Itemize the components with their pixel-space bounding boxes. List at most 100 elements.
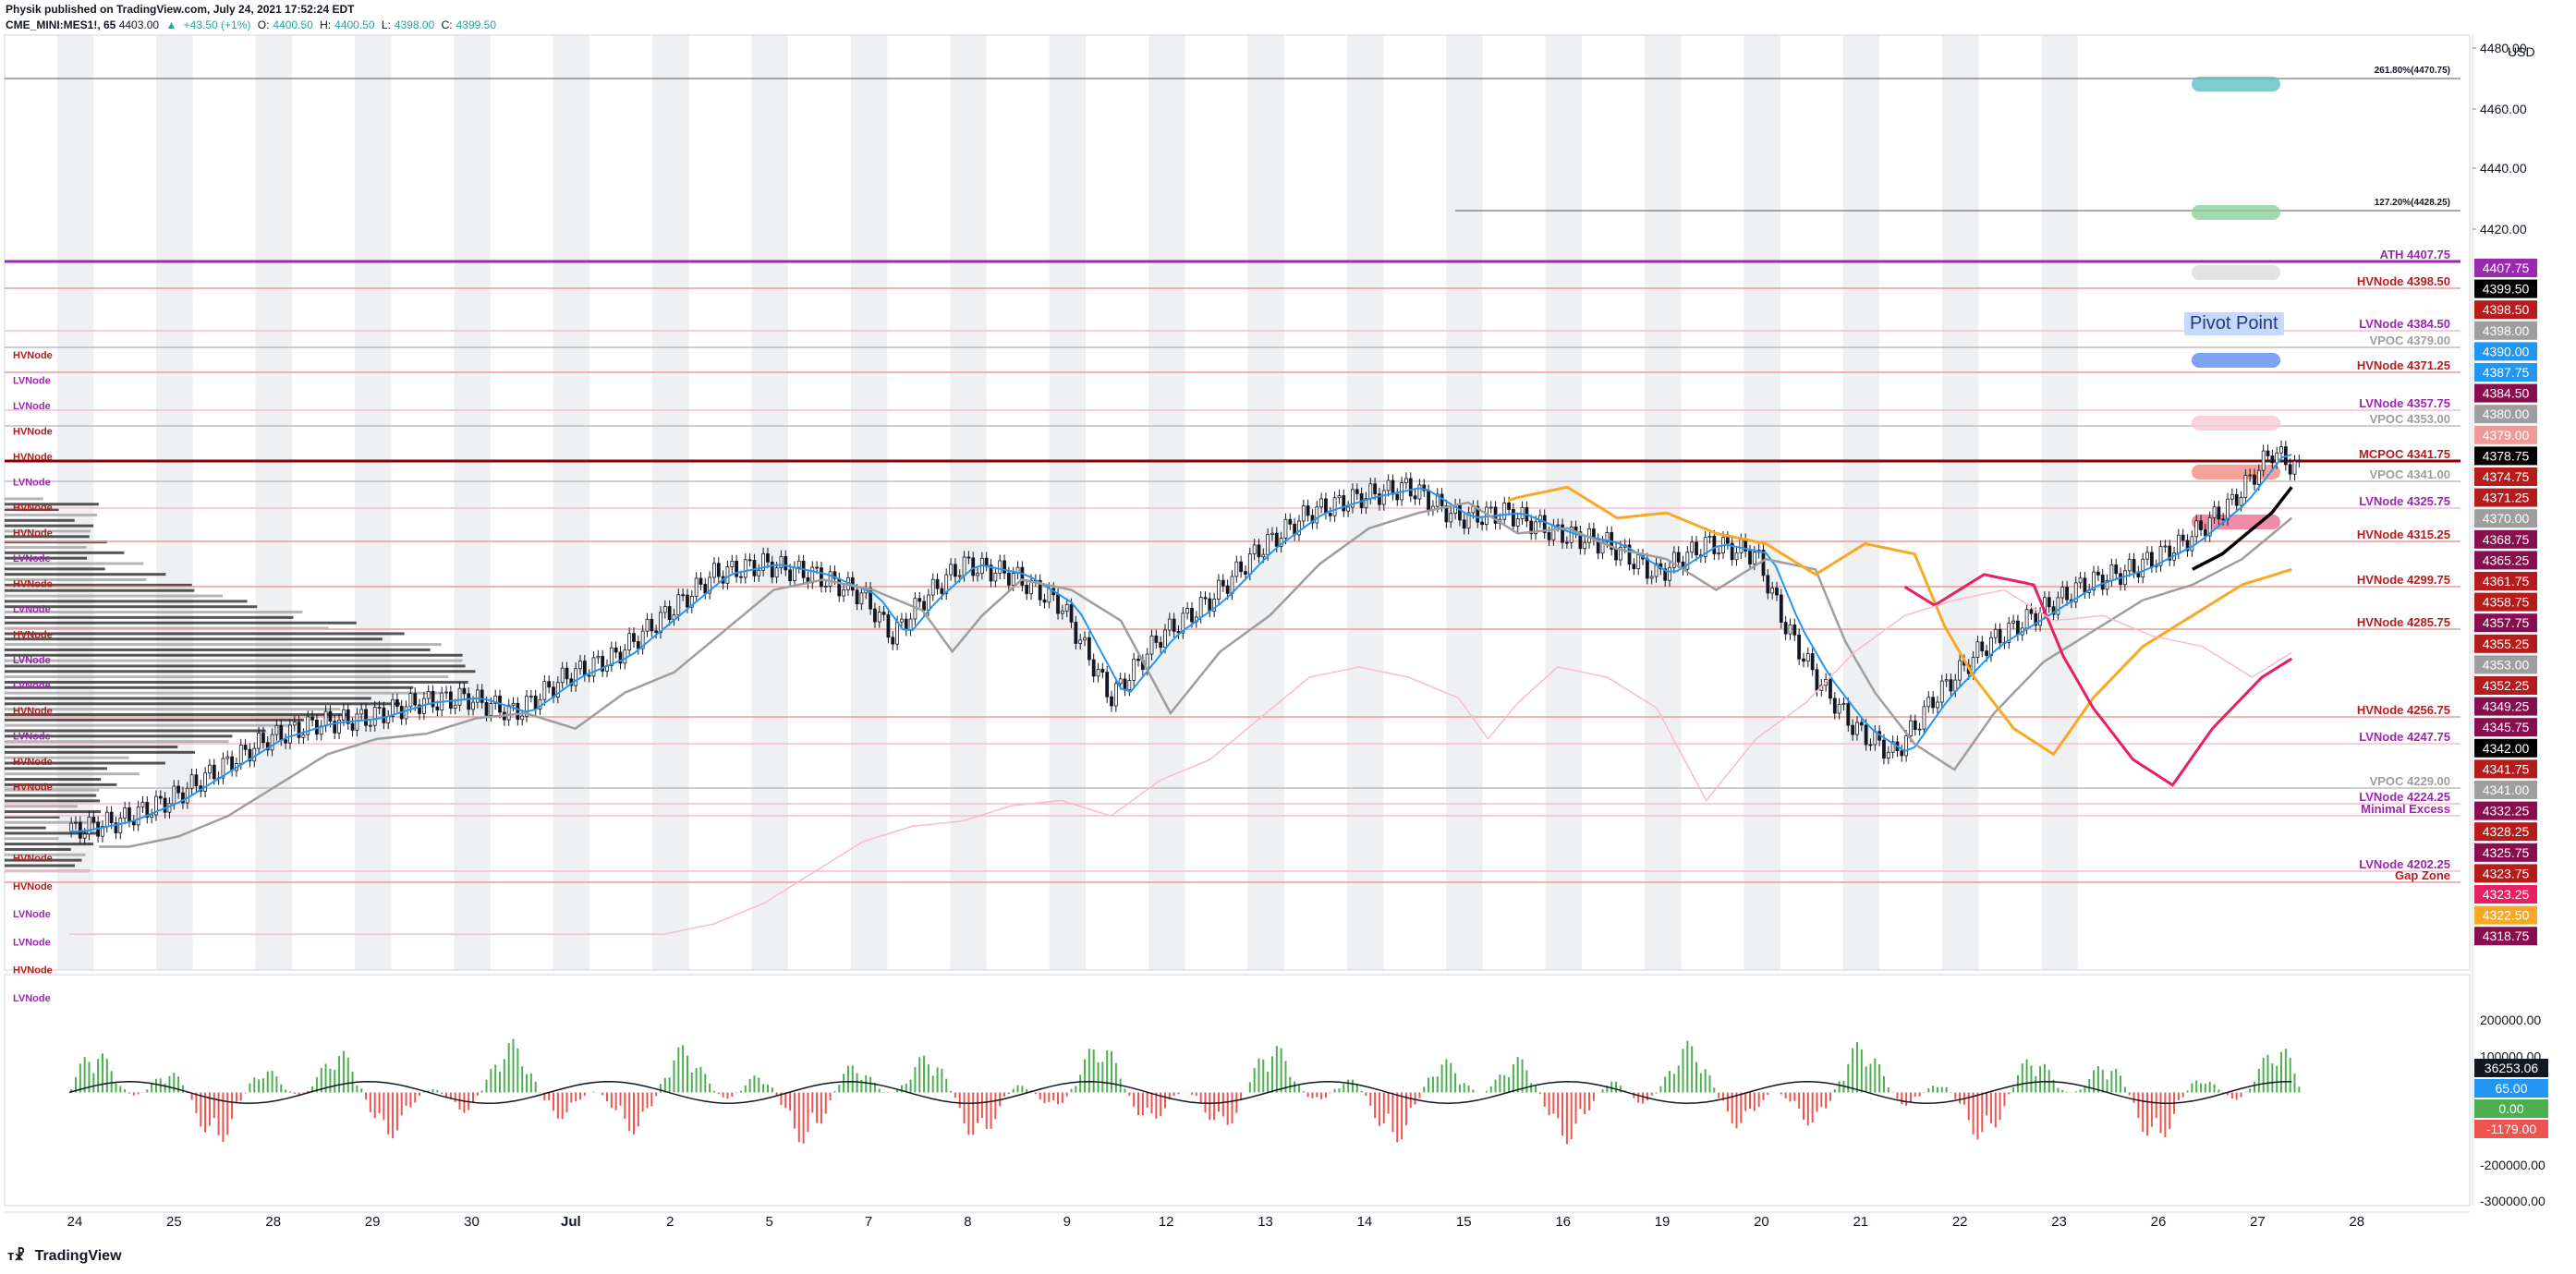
- session-band: [1644, 35, 1682, 970]
- candle-body: [1551, 525, 1556, 540]
- price-axis-tag: [2474, 342, 2537, 361]
- candle-body: [1444, 505, 1449, 523]
- price-axis-tag-label: 4328.25: [2483, 824, 2530, 839]
- indicator-value-tag: [2474, 1059, 2548, 1077]
- session-band: [1247, 35, 1284, 970]
- candle-body: [1011, 573, 1015, 586]
- x-axis-label: 14: [1357, 1214, 1373, 1230]
- candle-body: [2065, 587, 2069, 601]
- node-label: HVNode: [13, 630, 53, 641]
- candle-body: [1627, 544, 1632, 565]
- candle-body: [1378, 493, 1381, 505]
- candle-body: [1163, 629, 1167, 649]
- candle-body: [1815, 669, 1819, 691]
- candle-body: [2203, 529, 2207, 537]
- candle-body: [2127, 559, 2132, 572]
- candle-body: [917, 598, 922, 602]
- candle-body: [1408, 478, 1413, 497]
- candle-body: [123, 807, 128, 819]
- candle-body: [1931, 697, 1936, 709]
- volume-profile-bar: [5, 697, 371, 700]
- price-axis-label: 4460.00: [2480, 102, 2527, 116]
- candle-body: [1904, 735, 1909, 757]
- price-axis-tag: [2474, 300, 2537, 320]
- price-axis-tag: [2474, 383, 2537, 403]
- candle-body: [2007, 622, 2011, 643]
- candle-body: [627, 633, 632, 651]
- price-axis-tag: [2474, 259, 2537, 277]
- indicator-value-tag: [2474, 1120, 2548, 1138]
- price-axis-tag-label: 4323.25: [2483, 887, 2530, 902]
- candle-body: [2047, 597, 2051, 608]
- candle-body: [1064, 603, 1069, 612]
- candle-body: [1083, 637, 1087, 641]
- candle-body: [484, 702, 489, 716]
- candle-body: [1422, 484, 1427, 491]
- high-value: 4400.50: [334, 18, 375, 31]
- x-axis-label: 13: [1258, 1214, 1273, 1230]
- candle-body: [1846, 703, 1851, 726]
- candle-body: [1761, 550, 1766, 576]
- volume-profile-bar: [5, 588, 195, 592]
- candle-body: [1797, 634, 1802, 660]
- volume-profile-bar: [5, 708, 341, 711]
- price-axis-tag: [2474, 843, 2537, 862]
- level-label: HVNode 4299.75: [2357, 573, 2450, 587]
- candle-body: [2239, 497, 2243, 506]
- candle-body: [1381, 490, 1386, 505]
- volume-profile-bar: [5, 535, 90, 539]
- session-band: [1049, 35, 1087, 970]
- level-label: LVNode 4224.25: [2359, 790, 2450, 804]
- candle-body: [1703, 537, 1707, 557]
- level-label: VPOC 4353.00: [2370, 412, 2450, 426]
- candle-body: [966, 556, 971, 559]
- price-axis-tag-label: 4398.50: [2483, 302, 2530, 317]
- candle-body: [172, 785, 176, 805]
- candle-body: [1315, 506, 1319, 524]
- volume-profile-bar: [5, 626, 329, 630]
- candle-body: [770, 561, 774, 578]
- price-axis-tag: [2474, 321, 2537, 340]
- level-label: LVNode 4325.75: [2359, 494, 2450, 508]
- level-label: HVNode 4315.25: [2357, 528, 2450, 541]
- tradingview-footer[interactable]: ᴛ☧ TradingView: [7, 1247, 122, 1265]
- volume-profile-bar: [5, 723, 291, 727]
- price-axis-tag-label: 4341.00: [2483, 783, 2530, 797]
- volume-profile-bar: [5, 820, 101, 824]
- open-value: 4400.50: [273, 18, 313, 31]
- candle-body: [1980, 641, 1985, 651]
- candle-body: [128, 807, 131, 822]
- candle-body: [1515, 518, 1520, 527]
- candle-body: [1221, 579, 1225, 587]
- candle-body: [587, 674, 591, 677]
- level-label: HVNode 4398.50: [2357, 274, 2450, 288]
- price-axis-tag-label: 4374.75: [2483, 469, 2530, 484]
- volume-profile-bar: [5, 853, 86, 856]
- node-label: LVNode: [13, 681, 51, 692]
- candle-body: [1417, 484, 1422, 500]
- volume-profile-bar: [5, 799, 100, 803]
- candle-body: [739, 576, 743, 578]
- node-label: HVNode: [13, 783, 53, 794]
- candle-body: [2105, 580, 2109, 590]
- candle-body: [560, 667, 565, 684]
- price-axis-tag: [2474, 279, 2537, 298]
- candle-body: [993, 572, 998, 582]
- price-axis-tag: [2474, 801, 2537, 820]
- candle-body: [279, 724, 284, 741]
- candle-body: [408, 693, 413, 708]
- candle-body: [511, 702, 516, 706]
- candle-body: [703, 584, 708, 594]
- candle-body: [1851, 724, 1855, 735]
- volume-profile-bar: [5, 815, 60, 819]
- candle-body: [404, 706, 408, 720]
- candle-body: [2217, 506, 2221, 520]
- volume-profile-bar: [5, 653, 463, 657]
- session-band: [553, 35, 590, 970]
- candle-body: [2176, 534, 2181, 553]
- volume-profile-bar: [5, 513, 98, 516]
- indicator-value-tag-label: 36253.06: [2485, 1061, 2539, 1075]
- candle-body: [2297, 460, 2302, 463]
- candle-body: [815, 566, 819, 569]
